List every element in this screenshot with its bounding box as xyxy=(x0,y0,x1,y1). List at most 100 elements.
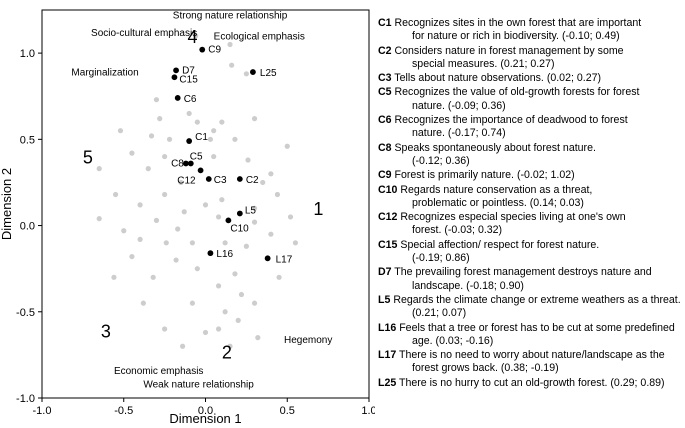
point-label-l25: L25 xyxy=(260,68,277,79)
background-point xyxy=(193,33,199,39)
x-tick-label: 0.0 xyxy=(198,405,213,417)
legend-item-l17: L17 There is no need to worry about natu… xyxy=(378,349,683,376)
point-c12 xyxy=(197,167,204,174)
point-label-c6: C6 xyxy=(184,94,197,105)
x-tick-label: -0.5 xyxy=(114,405,133,417)
background-point xyxy=(243,243,249,249)
legend-line: C6 Recognizes the importance of deadwood… xyxy=(378,114,628,127)
background-point xyxy=(222,240,228,246)
point-c6 xyxy=(174,95,181,101)
background-point xyxy=(178,179,184,186)
x-tick-label: 0.5 xyxy=(280,405,295,417)
background-point xyxy=(202,329,209,336)
background-point xyxy=(194,119,200,125)
background-point xyxy=(111,274,117,280)
background-point xyxy=(162,326,168,332)
legend-line: for nature or rich in biodiversity. (-0.… xyxy=(412,30,620,43)
region-number: 1 xyxy=(313,199,323,219)
legend-code: L17 xyxy=(378,349,397,362)
x-tick-label: -1.0 xyxy=(33,405,52,417)
legend-line: C5 Recognizes the value of old-growth fo… xyxy=(378,86,640,99)
legend-line: C9 Forest is primarily nature. (-0.02; 1… xyxy=(378,169,575,182)
legend-code: C5 xyxy=(378,86,392,99)
legend-line: C1 Recognizes sites in the own forest th… xyxy=(378,17,642,29)
legend-code: C1 xyxy=(378,17,392,29)
point-label-c3: C3 xyxy=(214,175,227,186)
background-point xyxy=(166,136,173,142)
background-point xyxy=(255,335,261,341)
point-label-c1: C1 xyxy=(195,132,208,143)
legend-item-l25: L25 There is no hurry to cut an old-grow… xyxy=(378,377,683,390)
background-point xyxy=(162,191,168,198)
point-l25 xyxy=(250,69,256,75)
point-c1 xyxy=(186,138,193,144)
background-point xyxy=(287,214,294,220)
background-point xyxy=(180,343,186,349)
background-point xyxy=(268,231,274,237)
legend-line: C12 Recognizes especial species living a… xyxy=(378,211,626,224)
legend-line: (-0.12; 0.36) xyxy=(412,154,470,167)
legend-code: L5 xyxy=(378,293,391,306)
legend-line: C8 Speaks spontaneously about forest nat… xyxy=(378,141,596,154)
background-point xyxy=(219,119,225,125)
legend-line: (-0.19; 0.86) xyxy=(412,252,470,265)
y-tick-label: -0.5 xyxy=(16,307,35,319)
y-tick-label: 0.5 xyxy=(20,134,35,146)
background-point xyxy=(227,41,233,48)
point-label-c5: C5 xyxy=(190,151,203,162)
legend-item-c10: C10 Regards nature conservation as a thr… xyxy=(378,184,683,211)
point-label-c2: C2 xyxy=(246,175,259,186)
legend-line: L16 Feels that a tree or forest has to b… xyxy=(378,321,675,334)
background-point xyxy=(148,133,155,139)
x-axis-label: Dimension 1 xyxy=(169,411,241,426)
point-label-c10: C10 xyxy=(230,223,249,234)
legend-line: C10 Regards nature conservation as a thr… xyxy=(378,183,593,196)
background-point xyxy=(189,300,196,306)
background-point xyxy=(175,226,181,232)
point-label-l16: L16 xyxy=(216,249,233,260)
annotations: Strong nature relationship Socio-cultural… xyxy=(71,11,332,391)
point-label-c12: C12 xyxy=(177,175,196,186)
background-point xyxy=(173,257,179,263)
legend-code: C12 xyxy=(378,211,398,224)
legend-code: D7 xyxy=(378,266,392,279)
region-number: 3 xyxy=(101,322,111,342)
background-point xyxy=(232,136,238,142)
legend-line: problematic or pointless. (0.14; 0.03) xyxy=(412,196,584,209)
background-point xyxy=(251,205,258,211)
point-c2 xyxy=(236,176,243,182)
point-l5 xyxy=(236,210,243,217)
legend: C1 Recognizes sites in the own forest th… xyxy=(378,17,683,391)
legend-line: L25 There is no hurry to cut an old-grow… xyxy=(378,376,665,389)
background-point xyxy=(96,216,102,222)
background-point xyxy=(121,228,127,234)
background-point xyxy=(229,62,235,68)
annotation-label: Weak nature relationship xyxy=(143,380,254,391)
background-point xyxy=(207,136,214,142)
background-point xyxy=(211,128,217,134)
background-point xyxy=(274,191,281,198)
background-point xyxy=(243,71,249,77)
legend-code: C6 xyxy=(378,114,392,127)
background-point xyxy=(284,143,290,149)
annotation-label: Marginalization xyxy=(71,68,138,79)
legend-line: C2 Considers nature in forest management… xyxy=(378,44,624,57)
y-tick-label: 1.0 xyxy=(20,48,35,60)
background-points xyxy=(96,33,299,349)
legend-code: C3 xyxy=(378,72,392,85)
legend-item-c2: C2 Considers nature in forest management… xyxy=(378,45,683,72)
point-c8 xyxy=(182,160,189,167)
point-l16 xyxy=(207,250,214,257)
legend-line: forest. (-0.03; 0.32) xyxy=(412,224,503,237)
legend-line: special measures. (0.21; 0.27) xyxy=(412,57,555,70)
point-l17 xyxy=(264,255,271,262)
legend-item-c5: C5 Recognizes the value of old-growth fo… xyxy=(378,86,683,113)
region-number: 2 xyxy=(222,342,232,362)
annotation-label: Economic emphasis xyxy=(114,366,203,377)
y-tick-label: 0.0 xyxy=(20,221,35,233)
background-point xyxy=(251,300,258,306)
background-point xyxy=(292,240,299,246)
legend-line: age. (0.03; -0.16) xyxy=(412,334,494,347)
legend-line: L5 Regards the climate change or extreme… xyxy=(378,293,681,306)
point-c10 xyxy=(225,217,232,224)
